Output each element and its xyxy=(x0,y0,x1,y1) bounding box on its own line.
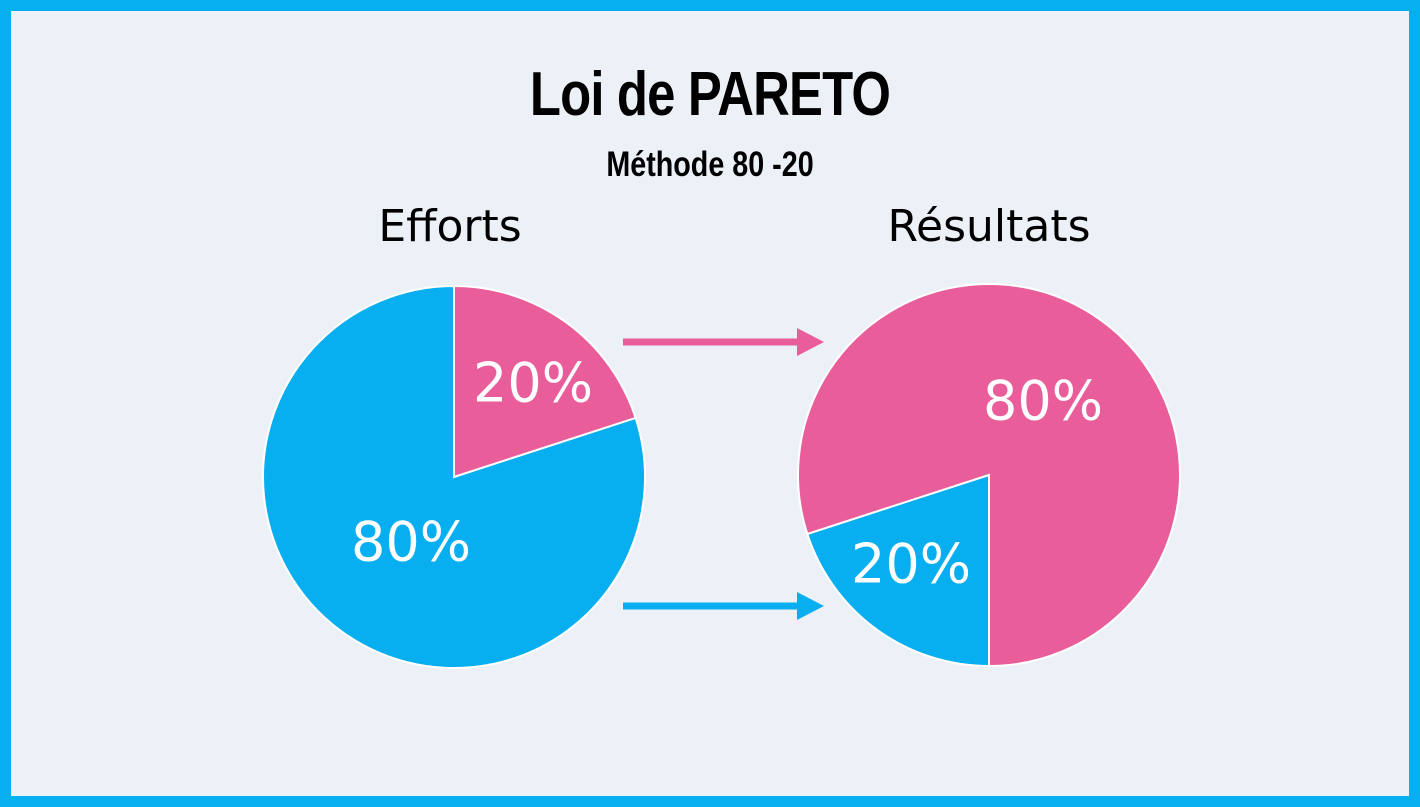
slice-label: 80% xyxy=(983,370,1103,433)
slice-label: 80% xyxy=(351,511,471,574)
pie-slice-80 xyxy=(262,284,646,669)
chart-title-resultats: Résultats xyxy=(887,201,1091,252)
slice-label: 20% xyxy=(473,352,593,415)
pie-slice-80 xyxy=(797,283,1181,668)
arrow-pink xyxy=(623,328,824,356)
pie-slice-20 xyxy=(806,473,990,668)
pie-chart-efforts: 20% 80% xyxy=(262,284,646,669)
arrows xyxy=(623,328,824,620)
pie-chart-resultats: 80% 20% xyxy=(797,283,1181,668)
page-title: Loi de PARETO xyxy=(529,60,891,129)
chart-title-efforts: Efforts xyxy=(378,201,522,252)
slice-label: 20% xyxy=(851,533,971,596)
pie-slice-20 xyxy=(453,284,637,479)
arrow-blue xyxy=(623,592,824,620)
page-subtitle: Méthode 80 -20 xyxy=(606,145,814,184)
